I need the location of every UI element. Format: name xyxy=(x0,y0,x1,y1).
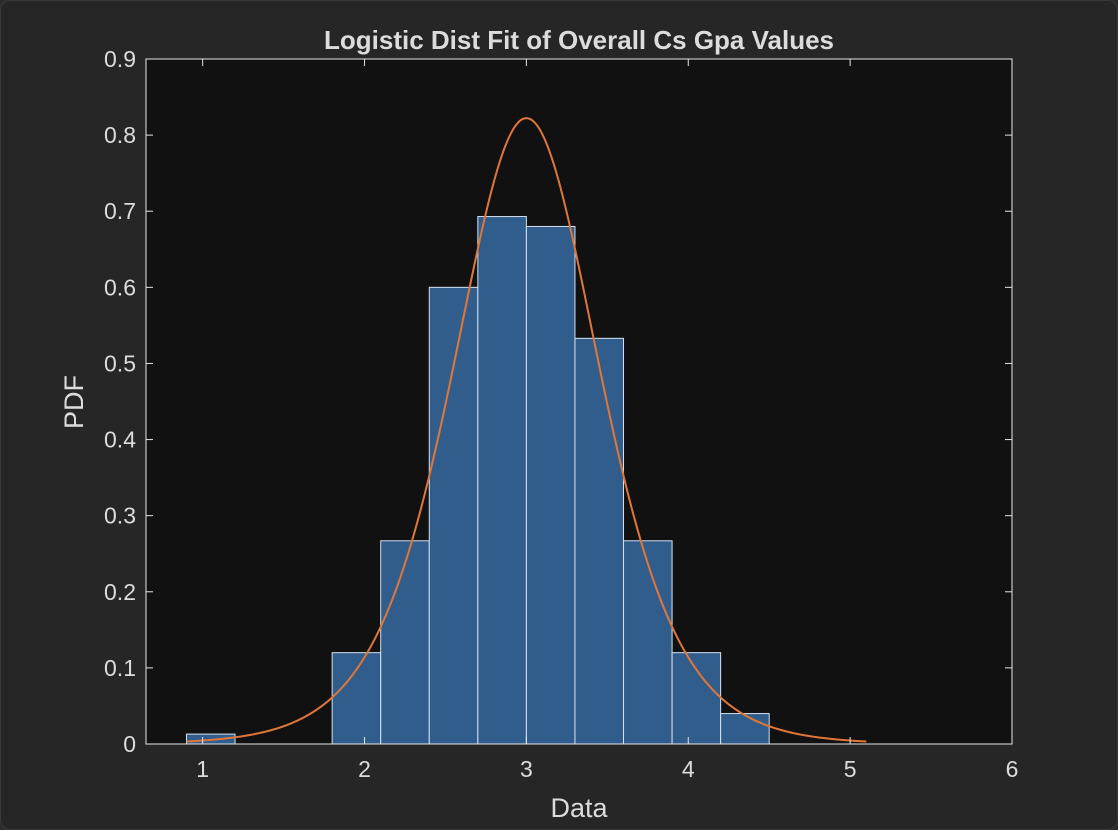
histogram-bar-4 xyxy=(428,286,479,745)
y-tick-label: 0.9 xyxy=(104,46,136,72)
x-axis-label: Data xyxy=(550,793,608,823)
chart-title: Logistic Dist Fit of Overall Cs Gpa Valu… xyxy=(324,25,834,55)
y-tick-label: 0.3 xyxy=(104,503,136,529)
x-tick-label: 1 xyxy=(196,756,209,782)
histogram-bar-2 xyxy=(331,652,382,745)
histogram-bar-5 xyxy=(477,216,527,745)
histogram-bar-3 xyxy=(380,540,430,745)
y-tick-label: 0.4 xyxy=(104,427,136,453)
histogram-bar-8 xyxy=(623,540,673,745)
histogram-bar-6 xyxy=(525,225,576,745)
y-tick-label: 0.2 xyxy=(104,579,136,605)
axis-ticks: 1 2 3 4 5 6 0 0.1 0.2 0.3 0.4 0.5 0.6 0.7 0.8 0.9 xyxy=(104,46,1018,782)
x-tick-label: 5 xyxy=(844,756,857,782)
y-axis-label: PDF xyxy=(59,375,89,429)
x-tick-label: 4 xyxy=(682,756,695,782)
histogram-bar-9 xyxy=(671,652,722,745)
y-tick-label: 0.8 xyxy=(104,122,136,148)
histogram-bars xyxy=(185,216,770,745)
logistic-fit-curve xyxy=(186,117,867,743)
y-tick-label: 0 xyxy=(123,731,136,757)
histogram-bar-7 xyxy=(574,337,625,745)
y-tick-label: 0.6 xyxy=(104,274,136,300)
y-tick-label: 0.1 xyxy=(104,655,136,681)
y-tick-label: 0.5 xyxy=(104,350,136,376)
histogram-bar-10 xyxy=(720,713,770,745)
x-tick-label: 3 xyxy=(520,756,533,782)
plot-frame xyxy=(145,58,1013,745)
x-tick-label: 6 xyxy=(1006,756,1019,782)
y-tick-label: 0.7 xyxy=(104,198,136,224)
x-tick-label: 2 xyxy=(358,756,371,782)
